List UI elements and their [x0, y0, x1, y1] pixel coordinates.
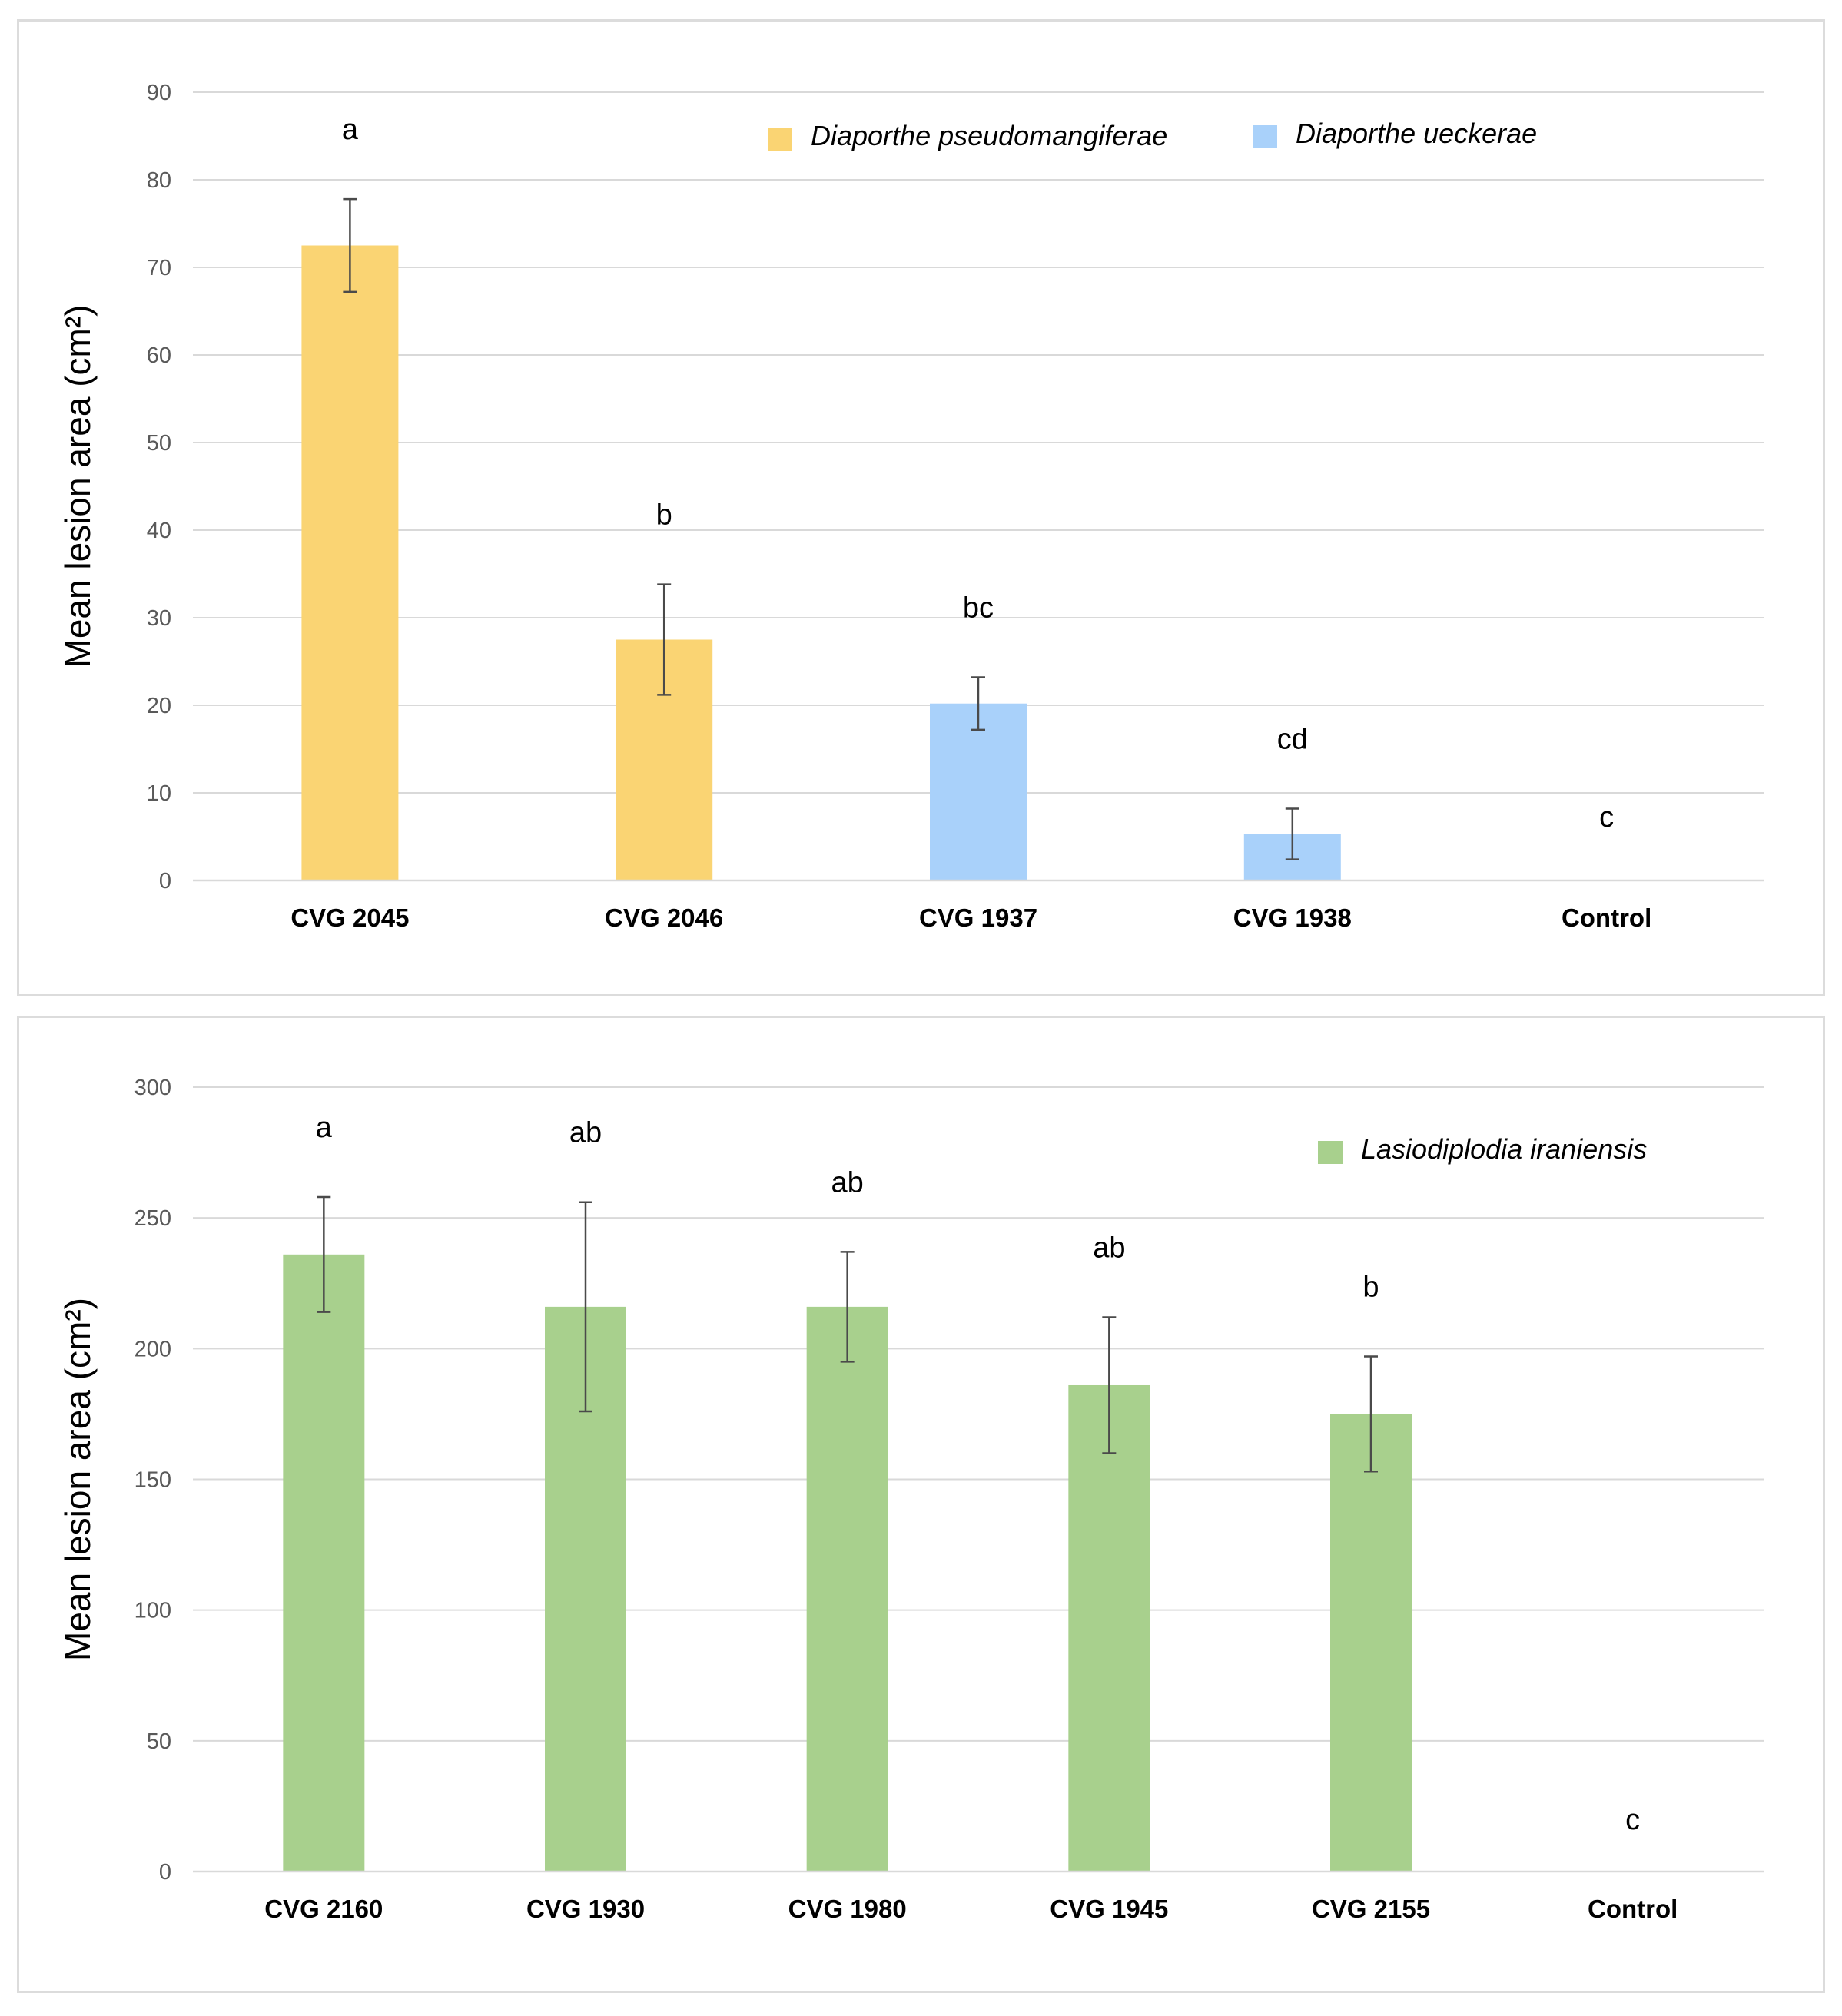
y-tick-label: 150 [134, 1468, 171, 1493]
bar [930, 703, 1027, 880]
significance-letter: bc [963, 592, 994, 625]
y-tick-label: 80 [147, 168, 171, 193]
legend-entry: Diaporthe ueckerae [1253, 118, 1537, 149]
bar [1330, 1414, 1412, 1872]
y-tick-label: 250 [134, 1206, 171, 1231]
significance-letter: b [656, 499, 672, 532]
significance-letter: c [1625, 1804, 1640, 1836]
x-tick-label: CVG 2160 [264, 1895, 383, 1923]
lesion-chart-lasiodiplodia: 0 50 100 150 200 250 300 a CVG 2160 ab CVG 1930 ab C… [58, 1076, 1764, 1923]
legend-label: Diaporthe pseudomangiferae [811, 120, 1167, 151]
significance-letter: a [316, 1112, 333, 1144]
bar [301, 245, 399, 880]
significance-letter: b [1362, 1272, 1379, 1304]
y-tick-label: 0 [159, 1860, 171, 1885]
y-axis-title: Mean lesion area (cm²) [58, 305, 98, 668]
x-tick-label: CVG 2045 [290, 904, 409, 932]
significance-letter: c [1599, 801, 1614, 834]
y-tick-label: 60 [147, 343, 171, 368]
legend-swatch [1318, 1141, 1343, 1164]
y-tick-label: 100 [134, 1599, 171, 1623]
y-tick-label: 90 [147, 81, 171, 105]
y-tick-label: 10 [147, 781, 171, 806]
significance-letter: a [342, 114, 359, 146]
chart-panel-top: 0 10 20 30 40 50 60 70 80 90 a CVG 2045 b CVG 2046 bc C… [17, 19, 1825, 996]
x-tick-label: CVG 1980 [788, 1895, 907, 1923]
y-tick-label: 50 [147, 1729, 171, 1754]
x-tick-label: CVG 2155 [1312, 1895, 1430, 1923]
significance-letter: cd [1277, 724, 1308, 756]
legend-swatch [768, 128, 792, 151]
bar [283, 1254, 365, 1872]
y-tick-label: 30 [147, 606, 171, 631]
chart-panel-bottom: 0 50 100 150 200 250 300 a CVG 2160 ab CVG 1930 ab C… [17, 1016, 1825, 1993]
legend-label: Diaporthe ueckerae [1296, 118, 1537, 149]
x-tick-label: CVG 1937 [919, 904, 1037, 932]
y-tick-label: 200 [134, 1337, 171, 1361]
x-tick-label: CVG 1945 [1050, 1895, 1168, 1923]
y-tick-label: 0 [159, 869, 171, 894]
x-tick-label: CVG 1938 [1233, 904, 1352, 932]
x-tick-label: CVG 2046 [605, 904, 723, 932]
y-tick-label: 70 [147, 256, 171, 280]
lesion-chart-diaporthe: 0 10 20 30 40 50 60 70 80 90 a CVG 2045 b CVG 2046 bc C… [58, 81, 1764, 932]
y-tick-label: 20 [147, 694, 171, 718]
y-tick-label: 300 [134, 1076, 171, 1100]
significance-letter: ab [831, 1166, 864, 1199]
bar [1068, 1384, 1150, 1872]
x-tick-label: Control [1588, 1895, 1678, 1923]
legend-entry: Diaporthe pseudomangiferae [768, 120, 1167, 151]
y-axis-title: Mean lesion area (cm²) [58, 1298, 98, 1661]
x-tick-label: CVG 1930 [526, 1895, 645, 1923]
y-tick-label: 40 [147, 519, 171, 543]
x-tick-label: Control [1562, 904, 1651, 932]
y-tick-label: 50 [147, 431, 171, 456]
significance-letter: ab [569, 1117, 602, 1149]
legend-label: Lasiodiplodia iraniensis [1361, 1133, 1647, 1165]
significance-letter: ab [1093, 1232, 1125, 1264]
legend-entry: Lasiodiplodia iraniensis [1318, 1133, 1647, 1165]
bar [806, 1306, 888, 1872]
legend-swatch [1253, 125, 1277, 148]
